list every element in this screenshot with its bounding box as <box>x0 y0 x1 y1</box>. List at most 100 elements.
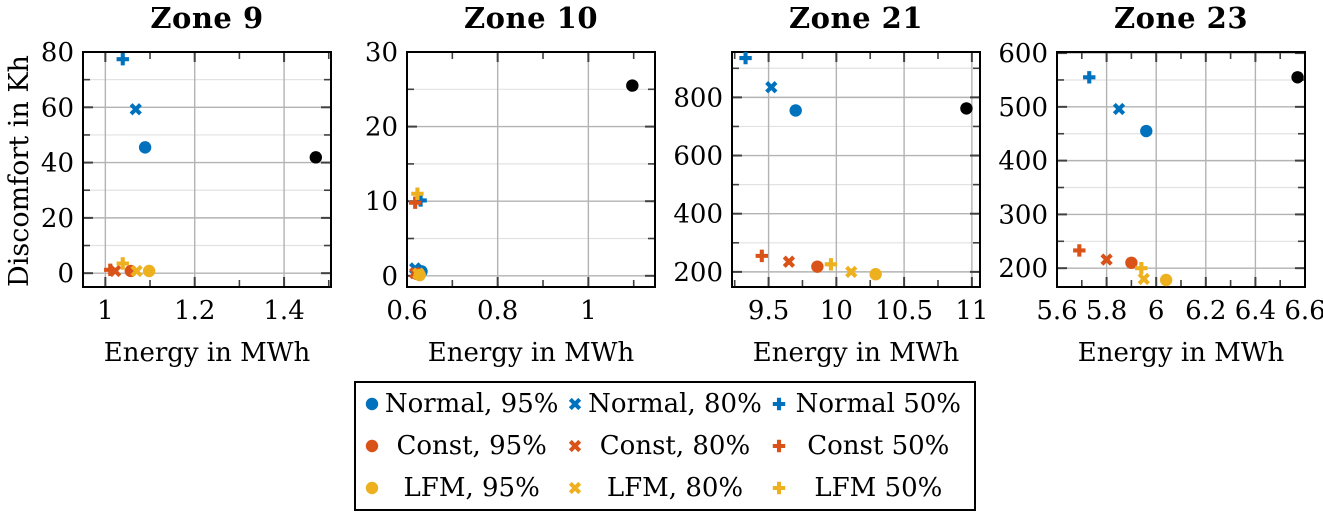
lfm95-legend-marker <box>365 481 379 495</box>
lfm95-marker <box>142 264 156 278</box>
y-tick-label: 400 <box>673 200 723 230</box>
const50-marker <box>1073 244 1086 257</box>
y-tick-label: 200 <box>998 254 1048 284</box>
legend-label: Normal, 80% <box>588 389 762 419</box>
legend-label: LFM 50% <box>814 473 943 503</box>
x-tick-label: 1.4 <box>263 296 304 326</box>
const80-marker <box>1100 253 1113 266</box>
legend-label: Normal 50% <box>795 389 961 419</box>
legend-label: Const, 95% <box>396 431 547 461</box>
legend-entry-normal50: Normal 50% <box>767 389 970 419</box>
baseline-marker <box>1291 71 1304 84</box>
y-tick-label: 30 <box>365 38 398 68</box>
y-tick-label: 80 <box>41 38 74 68</box>
normal80-legend-marker <box>569 397 582 411</box>
y-tick-label: 20 <box>41 204 74 234</box>
x-tick-label: 1 <box>580 296 597 326</box>
x-tick-label: 6 <box>1148 296 1165 326</box>
y-tick-label: 500 <box>998 93 1048 123</box>
x-marker-icon <box>569 397 582 411</box>
x-tick-label: 10 <box>820 296 853 326</box>
baseline-marker <box>960 102 973 115</box>
normal50-marker <box>116 52 129 66</box>
lfm80-marker <box>845 265 858 279</box>
x-axis-label: Energy in MWh <box>428 338 635 368</box>
y-tick-label: 400 <box>998 147 1048 177</box>
x-axis-label: Energy in MWh <box>1078 338 1285 368</box>
normal80-marker <box>765 81 778 94</box>
y-tick-label: 20 <box>365 113 398 143</box>
zone-9-chart: Zone 9 0 20 40 60 80 1 1.2 1.4 Energy in MWh <box>21 0 351 380</box>
lfm95-marker <box>1159 273 1173 287</box>
legend-label: Normal, 95% <box>384 389 559 419</box>
circle-marker-icon <box>365 439 379 453</box>
plus-marker-icon <box>772 397 785 411</box>
x-tick-label: 5.8 <box>1086 296 1127 326</box>
x-marker-icon <box>569 439 582 453</box>
y-tick-label: 0 <box>381 262 398 292</box>
normal95-marker <box>789 104 802 117</box>
baseline-marker <box>626 79 639 92</box>
circle-marker-icon <box>365 481 379 495</box>
lfm50-marker <box>411 187 424 200</box>
normal95-legend-marker <box>365 397 379 411</box>
x-tick-label: 9.5 <box>748 296 789 326</box>
lfm80-marker <box>130 264 143 278</box>
zone-9-plot: 0 20 40 60 80 1 1.2 1.4 Energy in MWh <box>41 38 332 368</box>
lfm50-marker <box>116 257 129 270</box>
normal80-marker <box>129 103 142 116</box>
zone-10-plot: 0 10 20 30 0.6 0.8 1 Energy in MWh <box>365 38 656 368</box>
legend-label: LFM, 95% <box>403 473 540 503</box>
y-tick-label: 10 <box>365 187 398 217</box>
legend-label: LFM, 80% <box>606 473 744 503</box>
y-tick-label: 800 <box>673 83 723 113</box>
zone-21-chart: Zone 21 200 400 600 800 9.5 10 10.5 11 Energy in … <box>670 0 1000 380</box>
legend-entry-const80: Const, 80% <box>563 431 766 461</box>
x-axis-label: Energy in MWh <box>104 338 311 368</box>
const95-marker <box>811 260 824 273</box>
x-tick-label: 5.6 <box>1036 296 1077 326</box>
plus-marker-icon <box>772 439 785 453</box>
legend-entry-normal80: Normal, 80% <box>563 389 766 419</box>
const50-marker <box>755 249 769 263</box>
y-tick-label: 60 <box>41 93 74 123</box>
normal95-marker <box>1140 124 1153 138</box>
x-axis-label: Energy in MWh <box>753 338 960 368</box>
x-tick-label: 6.6 <box>1284 296 1323 326</box>
zone-23-plot: 200 300 400 500 600 5.6 5.8 6 6.2 6.4 6.6 Energy in… <box>998 39 1323 368</box>
legend-entry-lfm80: LFM, 80% <box>563 473 766 503</box>
x-tick-label: 10.5 <box>875 296 933 326</box>
circle-marker-icon <box>365 397 379 411</box>
y-tick-label: 200 <box>673 258 723 288</box>
lfm80-legend-marker <box>569 481 582 495</box>
y-tick-label: 40 <box>41 149 74 179</box>
const95-marker <box>1125 256 1138 270</box>
legend-entry-lfm50: LFM 50% <box>767 473 970 503</box>
lfm80-marker <box>412 267 425 280</box>
normal50-marker <box>739 51 752 65</box>
zone-21-plot: 200 400 600 800 9.5 10 10.5 11 Energy in MWh <box>673 51 988 368</box>
x-marker-icon <box>569 481 582 495</box>
y-tick-label: 600 <box>673 142 723 172</box>
y-tick-label: 300 <box>998 200 1048 230</box>
plus-marker-icon <box>772 481 785 495</box>
const80-marker <box>782 255 796 268</box>
x-tick-label: 1 <box>97 296 114 326</box>
baseline-marker <box>309 151 323 164</box>
chart-title: Zone 10 <box>464 1 598 35</box>
zone-23-chart: Zone 23 200 300 400 500 600 5.6 5.8 6 6.2 6.4 6.6 En… <box>995 0 1323 380</box>
const50-marker <box>408 196 422 209</box>
legend-entry-const50: Const 50% <box>767 431 970 461</box>
x-tick-label: 11 <box>955 296 988 326</box>
const50-legend-marker <box>772 439 785 453</box>
x-tick-label: 0.6 <box>386 296 427 326</box>
legend-label: Const, 80% <box>599 431 751 461</box>
legend-box: Normal, 95% Normal, 80% Normal 50% Const, 9… <box>354 381 976 511</box>
chart-title: Zone 23 <box>1114 1 1248 35</box>
normal50-marker <box>1083 71 1096 84</box>
legend-entry-const95: Const, 95% <box>360 431 563 461</box>
const50-marker <box>104 263 117 277</box>
x-tick-label: 0.8 <box>477 296 518 326</box>
zone-10-chart: Zone 10 0 10 20 30 0.6 0.8 1 Energy in MWh <box>345 0 675 380</box>
